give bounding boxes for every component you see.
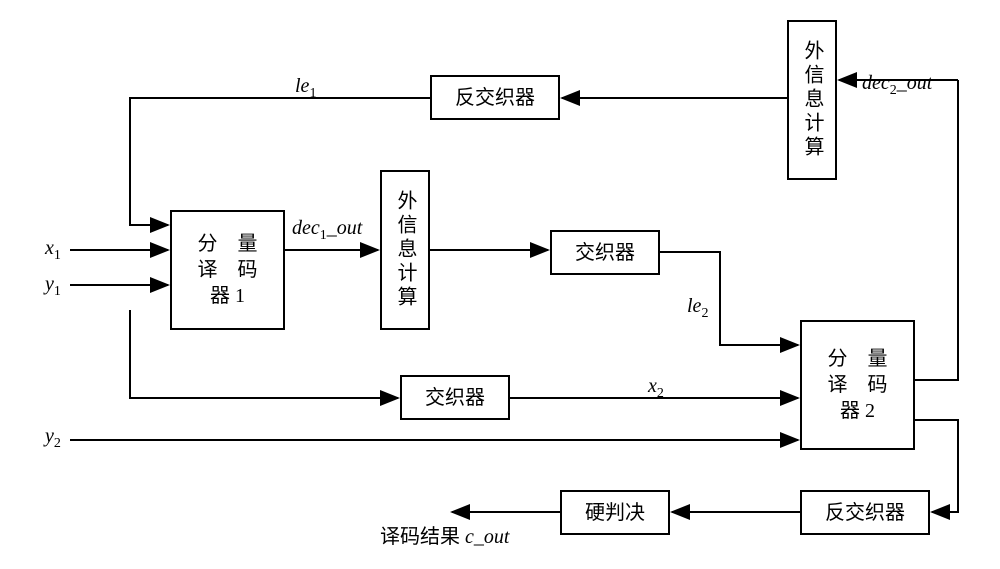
le2-label: le2 [687,295,708,322]
interleaver2-box: 交织器 [400,375,510,420]
dec2-out-label: dec2_out [862,72,932,99]
ext-calc1-box: 外信息计算 [380,170,430,330]
c-out-label: 译码结果 c_out [380,520,509,549]
deinterleaver2-box: 反交织器 [800,490,930,535]
hard-decision-box: 硬判决 [560,490,670,535]
le1-label: le1 [295,75,316,102]
y1-label: y1 [45,273,61,300]
decoder2-box: 分 量 译 码 器 2 [800,320,915,450]
dec1-out-label: dec1_out [292,217,362,244]
interleaver1-box: 交织器 [550,230,660,275]
y2-label: y2 [45,425,61,452]
ext-calc2-box: 外信息计算 [787,20,837,180]
deinterleaver1-box: 反交织器 [430,75,560,120]
x1-label: x1 [45,237,61,264]
decoder1-box: 分 量 译 码 器 1 [170,210,285,330]
x2-label: x2 [648,375,664,402]
